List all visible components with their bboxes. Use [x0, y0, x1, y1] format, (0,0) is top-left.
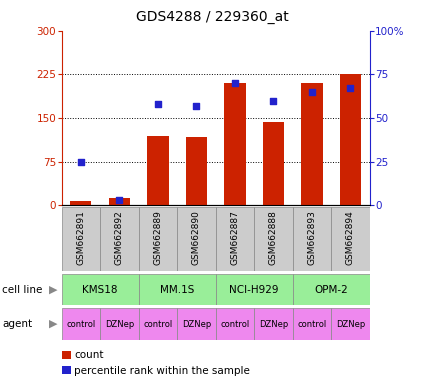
- Text: GSM662887: GSM662887: [230, 210, 239, 265]
- Text: GDS4288 / 229360_at: GDS4288 / 229360_at: [136, 10, 289, 23]
- Bar: [70, 201, 91, 205]
- Bar: [100, 207, 139, 271]
- Text: control: control: [66, 319, 96, 329]
- Text: ▶: ▶: [49, 319, 57, 329]
- Point: [347, 85, 354, 91]
- Text: NCI-H929: NCI-H929: [230, 285, 279, 295]
- Bar: [177, 207, 215, 271]
- Bar: [254, 308, 293, 340]
- Bar: [331, 207, 370, 271]
- Bar: [215, 308, 254, 340]
- Text: control: control: [143, 319, 173, 329]
- Point: [116, 197, 123, 203]
- Bar: [147, 136, 168, 205]
- Text: GSM662892: GSM662892: [115, 210, 124, 265]
- Bar: [109, 199, 130, 205]
- Text: GSM662888: GSM662888: [269, 210, 278, 265]
- Bar: [139, 207, 177, 271]
- Text: DZNep: DZNep: [336, 319, 365, 329]
- Text: GSM662890: GSM662890: [192, 210, 201, 265]
- Text: GSM662891: GSM662891: [76, 210, 85, 265]
- Text: DZNep: DZNep: [259, 319, 288, 329]
- Bar: [215, 207, 254, 271]
- Text: percentile rank within the sample: percentile rank within the sample: [74, 366, 250, 376]
- Bar: [293, 274, 370, 305]
- Text: ▶: ▶: [49, 285, 57, 295]
- Bar: [186, 137, 207, 205]
- Point: [232, 80, 238, 86]
- Text: cell line: cell line: [2, 285, 42, 295]
- Bar: [254, 207, 293, 271]
- Text: KMS18: KMS18: [82, 285, 118, 295]
- Bar: [62, 308, 100, 340]
- Point: [309, 89, 315, 95]
- Text: control: control: [298, 319, 326, 329]
- Text: DZNep: DZNep: [182, 319, 211, 329]
- Bar: [139, 308, 177, 340]
- Text: MM.1S: MM.1S: [160, 285, 194, 295]
- Bar: [340, 74, 361, 205]
- Text: DZNep: DZNep: [105, 319, 134, 329]
- Text: GSM662894: GSM662894: [346, 210, 355, 265]
- Text: count: count: [74, 350, 104, 360]
- Point: [270, 98, 277, 104]
- Bar: [293, 308, 331, 340]
- Bar: [215, 274, 293, 305]
- Text: agent: agent: [2, 319, 32, 329]
- Bar: [139, 274, 215, 305]
- Text: control: control: [220, 319, 249, 329]
- Bar: [331, 308, 370, 340]
- Text: OPM-2: OPM-2: [314, 285, 348, 295]
- Bar: [301, 83, 323, 205]
- Bar: [62, 207, 100, 271]
- Text: GSM662893: GSM662893: [307, 210, 317, 265]
- Bar: [177, 308, 215, 340]
- Bar: [224, 83, 246, 205]
- Bar: [263, 122, 284, 205]
- Point: [193, 103, 200, 109]
- Point: [77, 159, 84, 165]
- Bar: [293, 207, 331, 271]
- Point: [155, 101, 162, 107]
- Bar: [100, 308, 139, 340]
- Bar: [62, 274, 139, 305]
- Text: GSM662889: GSM662889: [153, 210, 162, 265]
